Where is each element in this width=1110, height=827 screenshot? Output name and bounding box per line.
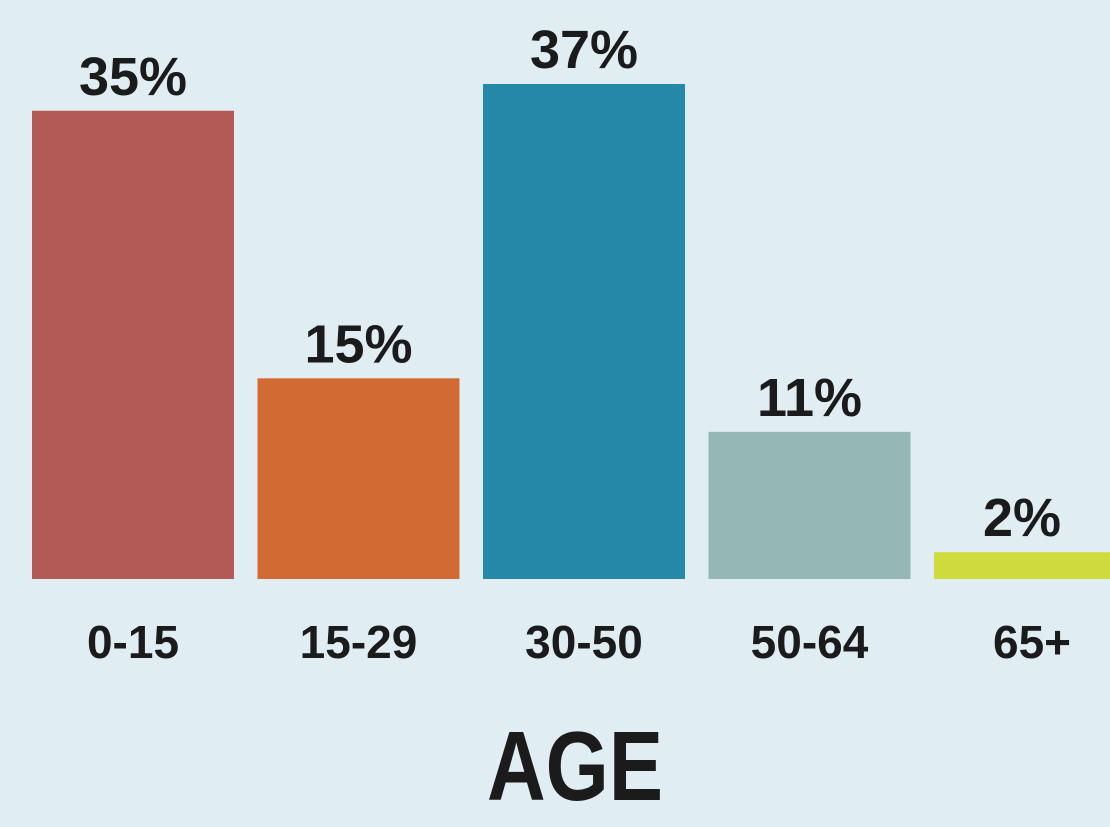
x-tick-label-15-29: 15-29 [300,616,418,668]
data-label-30-50: 37% [530,20,638,80]
bars-group [32,84,1110,579]
data-label-0-15: 35% [79,47,187,107]
data-label-15-29: 15% [304,314,412,374]
bar-0-15 [32,110,234,579]
x-tick-label-65+: 65+ [993,616,1071,668]
x-tick-label-0-15: 0-15 [87,616,179,668]
bar-50-64 [708,431,911,579]
bar-15-29 [257,378,460,579]
data-label-50-64: 11% [757,368,862,428]
x-tick-label-30-50: 30-50 [525,616,643,668]
tick-labels-group: 0-15 15-29 30-50 50-64 65+ [87,616,1071,668]
data-label-65+: 2% [983,488,1061,548]
x-tick-label-50-64: 50-64 [751,616,869,668]
x-axis-title: AGE [487,711,663,821]
bar-65+ [934,552,1110,579]
bar-30-50 [483,84,685,579]
data-labels-group: 35% 15% 37% 11% 2% [79,20,1061,548]
